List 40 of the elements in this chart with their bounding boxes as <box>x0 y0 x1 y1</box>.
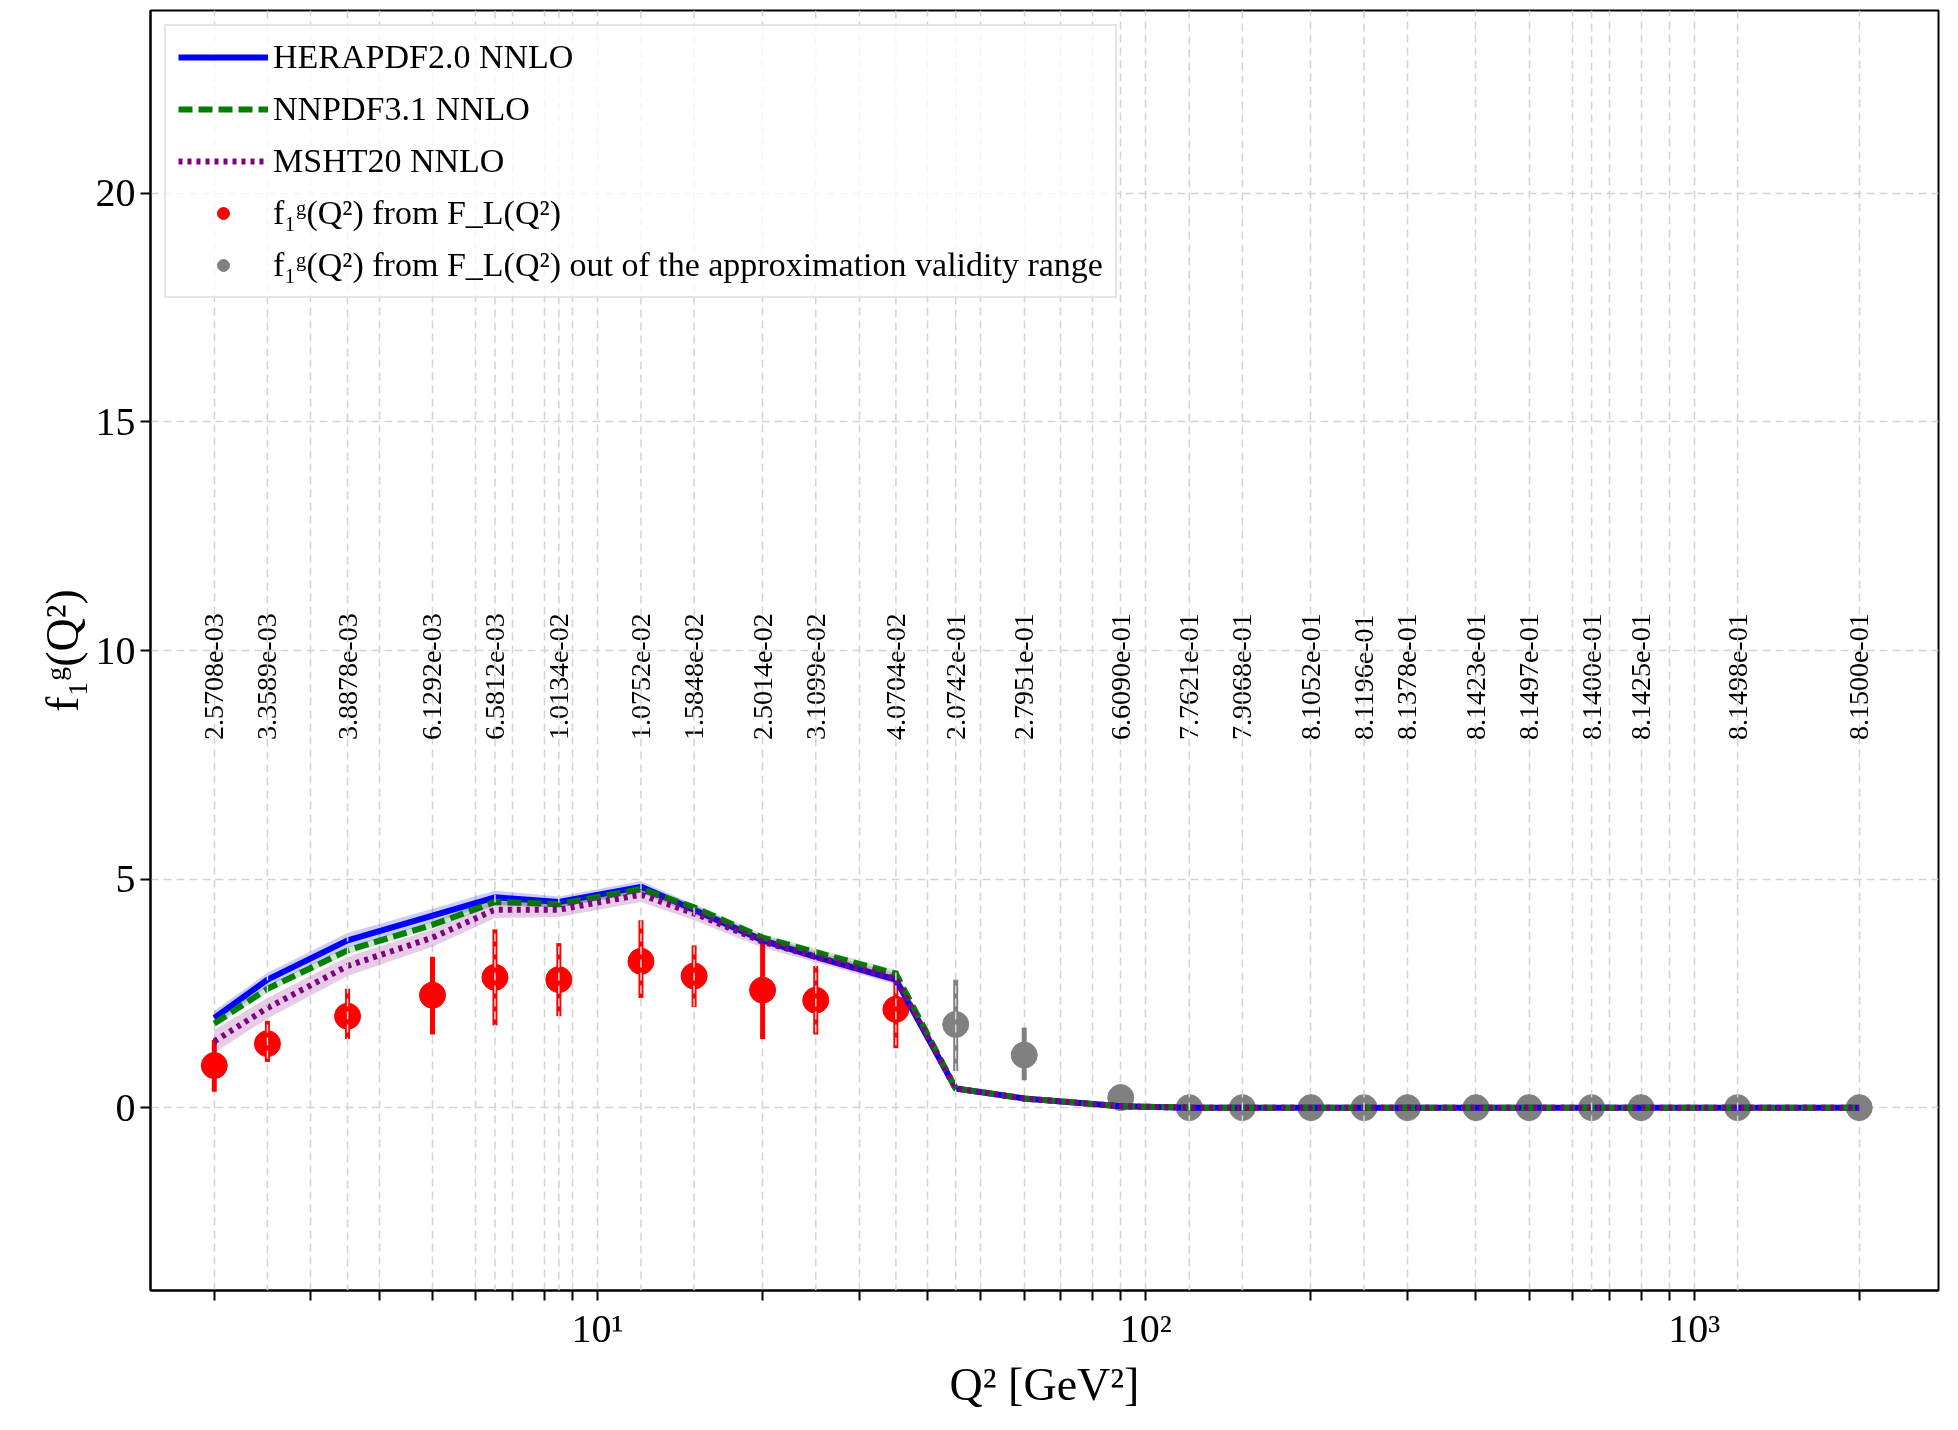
annotation: 8.1498e-01 <box>1721 613 1753 741</box>
annotation: 8.1500e-01 <box>1843 613 1875 741</box>
annotation: 6.5812e-03 <box>478 613 510 741</box>
y-tick-label: 5 <box>115 856 136 902</box>
annotation: 8.1400e-01 <box>1575 613 1607 741</box>
annotation: 3.3589e-03 <box>251 613 283 741</box>
annotation: 1.0134e-02 <box>542 613 574 741</box>
x-tick-label: 10² <box>1119 1305 1172 1351</box>
annotation: 4.0704e-02 <box>879 613 911 741</box>
annotation: 7.7621e-01 <box>1173 613 1205 741</box>
annotation: 1.0752e-02 <box>624 613 656 741</box>
annotation: 2.7951e-01 <box>1008 613 1040 741</box>
x-tick-label: 10³ <box>1668 1305 1721 1351</box>
annotation: 8.1497e-01 <box>1513 613 1545 741</box>
annotation: 8.1196e-01 <box>1348 614 1380 741</box>
annotation: 3.8878e-03 <box>331 613 363 741</box>
annotation: 2.5014e-02 <box>746 613 778 741</box>
y-axis-title: f₁ᵍ(Q²) <box>36 589 88 712</box>
legend-label: f₁ᵍ(Q²) from F_L(Q²) <box>273 194 561 232</box>
y-tick-label: 15 <box>95 398 136 444</box>
annotation: 8.1378e-01 <box>1391 613 1423 741</box>
annotation: 6.1292e-03 <box>416 613 448 741</box>
legend-label: HERAPDF2.0 NNLO <box>273 38 574 76</box>
annotation: 1.5848e-02 <box>678 613 710 741</box>
annotation: 8.1425e-01 <box>1625 613 1657 741</box>
annotation: 3.1099e-02 <box>799 613 831 741</box>
legend-label: NNPDF3.1 NNLO <box>273 90 530 128</box>
y-tick-label: 20 <box>95 170 136 216</box>
y-tick-label: 0 <box>115 1084 136 1130</box>
legend-label: MSHT20 NNLO <box>273 142 505 180</box>
annotation: 6.6090e-01 <box>1104 613 1136 741</box>
annotation: 2.5708e-03 <box>198 613 230 741</box>
x-tick-label: 10¹ <box>571 1305 624 1351</box>
annotation: 2.0742e-01 <box>939 613 971 741</box>
annotation: 7.9068e-01 <box>1226 613 1258 741</box>
annotation: 8.1052e-01 <box>1294 613 1326 741</box>
x-axis-title: Q² [GeV²] <box>949 1358 1140 1410</box>
y-tick-label: 10 <box>95 627 136 673</box>
legend-label: f₁ᵍ(Q²) from F_L(Q²) out of the approximation validity range <box>273 246 1103 284</box>
annotation: 8.1423e-01 <box>1459 613 1491 741</box>
